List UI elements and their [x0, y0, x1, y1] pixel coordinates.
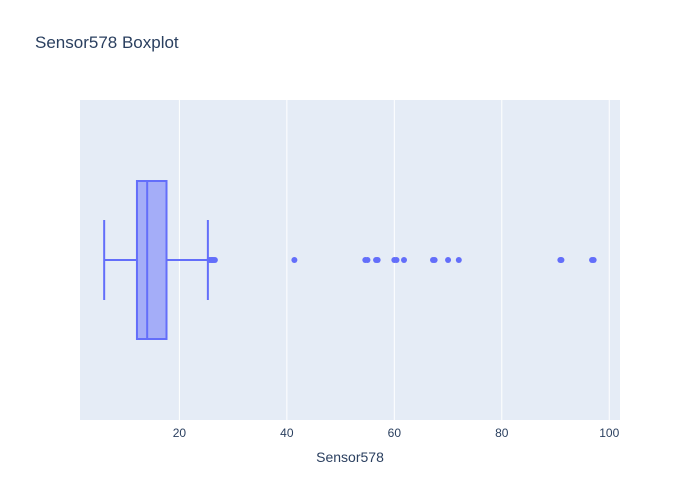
chart-title: Sensor578 Boxplot: [35, 33, 179, 52]
x-axis-title: Sensor578: [316, 449, 384, 465]
outlier-point-9: [374, 257, 381, 263]
outlier-point-16: [455, 257, 462, 263]
outlier-point-12: [401, 257, 407, 263]
iqr-box: [135, 180, 168, 340]
x-tick-label-100: 100: [599, 426, 619, 440]
x-tick-label-40: 40: [280, 426, 294, 440]
box-trace[interactable]: [103, 180, 597, 340]
outlier-point-15: [445, 257, 452, 263]
outlier-point-4: [211, 257, 218, 263]
outlier-point-7: [364, 257, 371, 263]
outlier-point-14: [431, 257, 438, 263]
outlier-point-18: [558, 257, 565, 263]
x-tick-label-80: 80: [495, 426, 509, 440]
outlier-point-5: [291, 257, 298, 263]
x-tick-label-20: 20: [173, 426, 187, 440]
outlier-point-11: [393, 257, 400, 263]
x-axis-ticks: 20 40 60 80 100: [173, 426, 620, 440]
outlier-point-20: [590, 257, 597, 263]
x-tick-label-60: 60: [388, 426, 402, 440]
